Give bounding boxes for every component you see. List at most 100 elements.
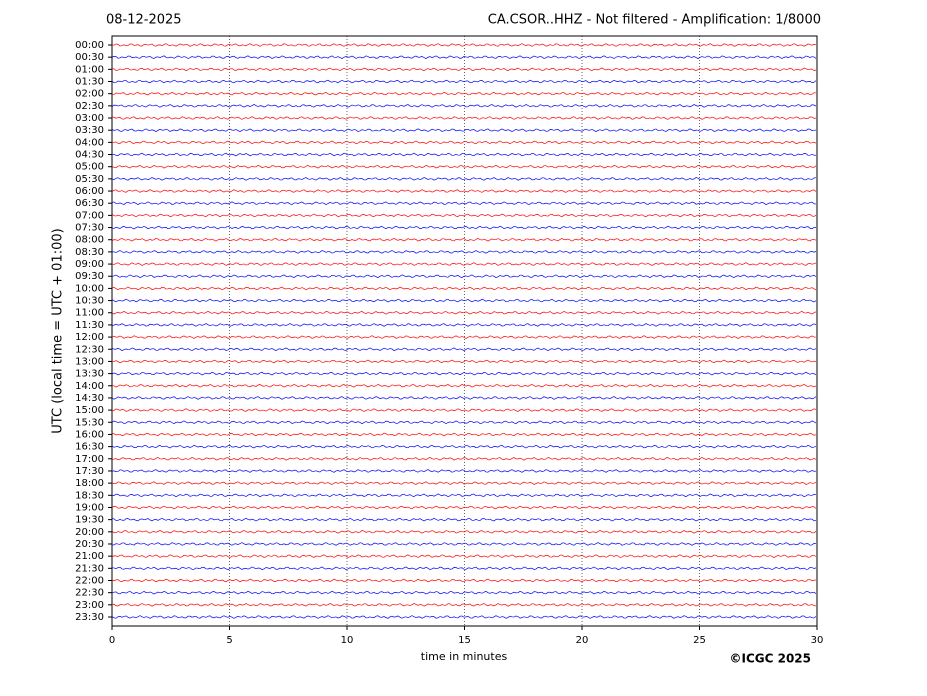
y-tick-label: 13:30 — [75, 369, 104, 380]
y-tick-label: 15:30 — [75, 417, 104, 428]
y-tick-label: 11:30 — [75, 320, 104, 331]
trace — [111, 456, 817, 461]
y-tick-label: 17:00 — [75, 454, 104, 465]
trace — [111, 335, 817, 339]
trace — [111, 554, 817, 558]
y-tick-label: 06:30 — [75, 198, 104, 209]
y-tick-label: 09:00 — [75, 259, 104, 270]
trace — [111, 323, 817, 327]
y-tick-label: 22:00 — [75, 575, 104, 586]
trace — [111, 615, 817, 619]
trace — [111, 262, 817, 266]
y-tick-label: 17:30 — [75, 466, 104, 477]
trace — [111, 566, 817, 571]
trace — [111, 481, 817, 485]
y-tick-label: 19:00 — [75, 502, 104, 513]
y-tick-label: 10:30 — [75, 296, 104, 307]
y-tick-label: 04:30 — [75, 150, 104, 161]
trace — [111, 225, 817, 230]
trace — [111, 371, 817, 376]
x-tick-label: 15 — [458, 635, 471, 646]
trace — [111, 517, 817, 522]
y-tick-label: 08:30 — [75, 247, 104, 258]
y-tick-label: 07:00 — [75, 210, 104, 221]
y-tick-label: 15:00 — [75, 405, 104, 416]
y-tick-label: 05:00 — [75, 162, 104, 173]
x-tick-label: 25 — [693, 635, 706, 646]
trace — [111, 152, 817, 157]
trace — [111, 91, 817, 96]
y-tick-label: 02:30 — [75, 101, 104, 112]
y-tick-label: 05:30 — [75, 174, 104, 185]
y-tick-label: 21:00 — [75, 551, 104, 562]
trace — [111, 469, 817, 473]
trace — [111, 603, 817, 607]
trace — [111, 286, 817, 291]
y-tick-label: 07:30 — [75, 223, 104, 234]
y-tick-label: 08:00 — [75, 235, 104, 246]
trace — [111, 67, 817, 72]
y-tick-label: 18:00 — [75, 478, 104, 489]
y-tick-label: 00:00 — [75, 40, 104, 51]
trace — [111, 201, 817, 206]
trace — [111, 116, 817, 120]
trace — [111, 189, 817, 193]
trace — [111, 383, 817, 388]
trace — [111, 55, 817, 59]
y-tick-label: 02:00 — [75, 89, 104, 100]
trace — [111, 432, 817, 437]
y-tick-label: 14:00 — [75, 381, 104, 392]
y-tick-label: 03:00 — [75, 113, 104, 124]
trace — [111, 542, 817, 546]
x-tick-label: 10 — [341, 635, 354, 646]
y-tick-label: 12:30 — [75, 344, 104, 355]
y-tick-label: 04:00 — [75, 137, 104, 148]
y-tick-label: 20:00 — [75, 527, 104, 538]
y-tick-label: 01:30 — [75, 77, 104, 88]
x-tick-label: 5 — [226, 635, 232, 646]
y-tick-label: 12:00 — [75, 332, 104, 343]
y-tick-label: 11:00 — [75, 308, 104, 319]
y-tick-label: 18:30 — [75, 490, 104, 501]
y-tick-label: 03:30 — [75, 125, 104, 136]
trace — [111, 274, 817, 279]
trace — [111, 530, 817, 534]
trace — [111, 420, 817, 425]
y-tick-label: 16:00 — [75, 429, 104, 440]
trace — [111, 43, 817, 47]
trace — [111, 505, 817, 510]
trace — [111, 310, 817, 315]
trace — [111, 444, 817, 449]
y-tick-label: 06:00 — [75, 186, 104, 197]
date: 08-12-2025 — [106, 13, 182, 28]
y-tick-label: 22:30 — [75, 588, 104, 599]
trace — [111, 590, 817, 595]
y-tick-label: 21:30 — [75, 563, 104, 574]
y-tick-label: 16:30 — [75, 442, 104, 453]
y-tick-label: 20:30 — [75, 539, 104, 550]
trace — [111, 140, 817, 145]
trace — [111, 396, 817, 400]
trace — [111, 408, 817, 412]
trace — [111, 578, 817, 583]
x-tick-label: 30 — [811, 635, 824, 646]
y-tick-label: 23:30 — [75, 612, 104, 623]
trace — [111, 79, 817, 84]
trace — [111, 128, 817, 132]
y-tick-label: 09:30 — [75, 271, 104, 282]
x-tick-label: 0 — [109, 635, 115, 646]
y-tick-label: 10:00 — [75, 283, 104, 294]
y-tick-label: 19:30 — [75, 515, 104, 526]
trace — [111, 298, 817, 303]
trace — [111, 104, 817, 108]
y-tick-label: 00:30 — [75, 52, 104, 63]
trace — [111, 493, 817, 498]
trace — [111, 359, 817, 364]
trace — [111, 164, 817, 169]
y-tick-label: 23:00 — [75, 600, 104, 611]
y-tick-label: 14:30 — [75, 393, 104, 404]
chart-title: CA.CSOR..HHZ - Not filtered - Amplificat… — [488, 13, 821, 28]
y-axis-label: UTC (local time = UTC + 01:00) — [51, 228, 66, 433]
y-tick-label: 01:00 — [75, 64, 104, 75]
